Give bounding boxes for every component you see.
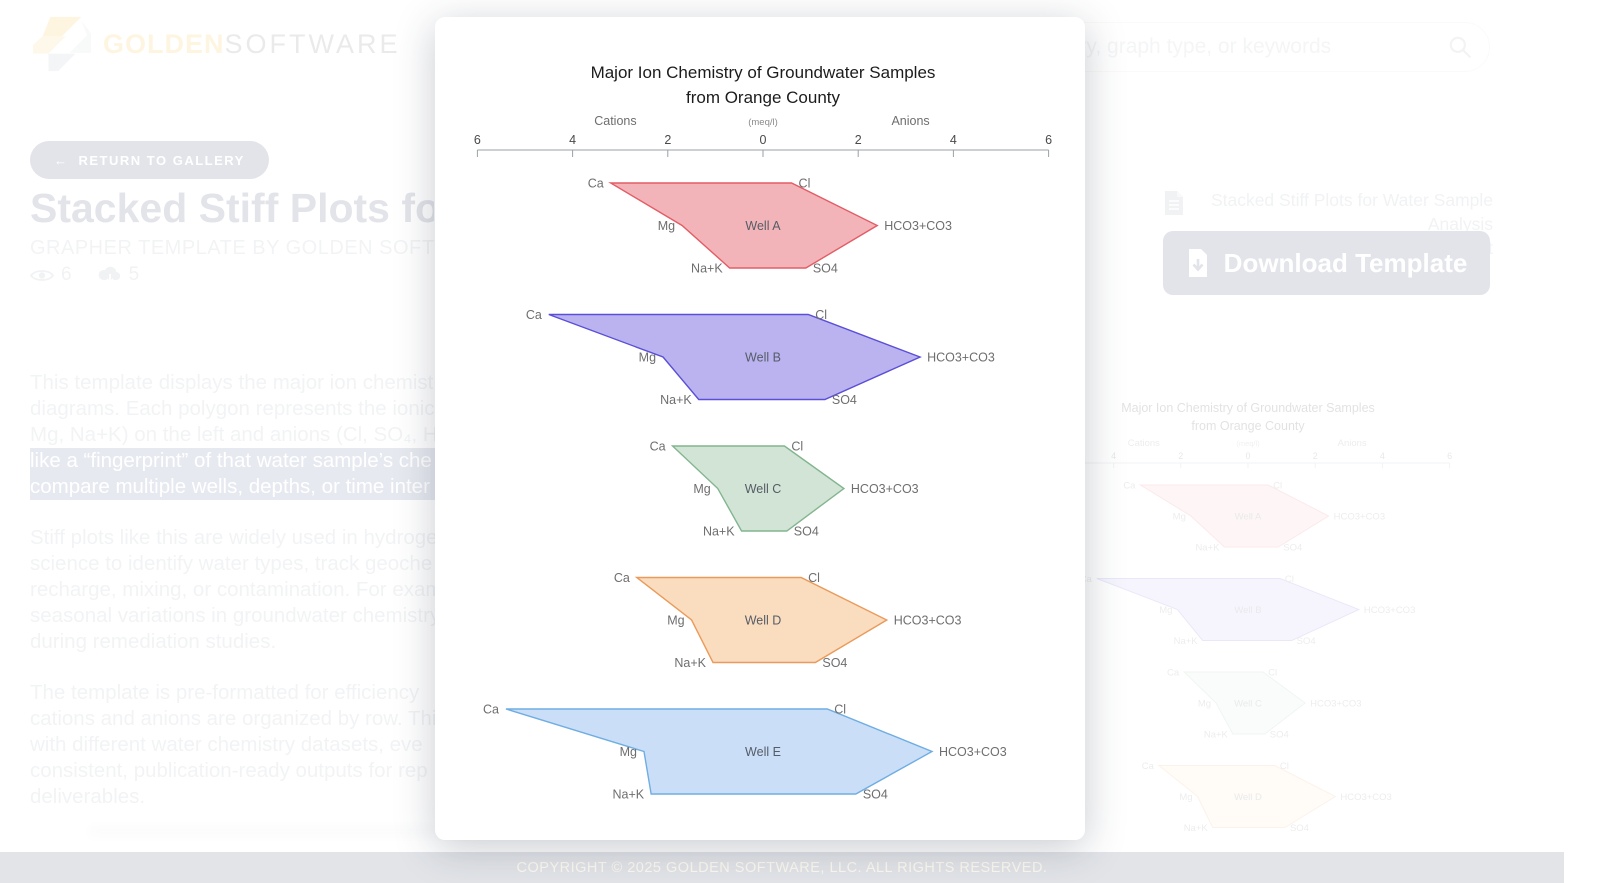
meq-unit-label: (meq/l) <box>748 117 778 128</box>
stiff-plot-chart: Major Ion Chemistry of Groundwater Sampl… <box>474 63 1052 801</box>
axis-tick-label: 2 <box>855 133 862 147</box>
ion-label-so4: SO4 <box>813 261 838 275</box>
cations-axis-label: Cations <box>594 114 636 128</box>
ion-label-nak: Na+K <box>613 787 645 801</box>
ion-label-ca: Ca <box>526 308 542 322</box>
well-name-label: Well A <box>745 219 781 233</box>
well-polygon <box>670 445 846 532</box>
ion-label-nak: Na+K <box>691 261 723 275</box>
ion-label-so4: SO4 <box>794 524 819 538</box>
chart-preview-modal: Major Ion Chemistry of Groundwater Sampl… <box>435 17 1085 840</box>
chart-subtitle: from Orange County <box>686 88 841 107</box>
axis-tick-label: 6 <box>1045 133 1052 147</box>
ion-label-cl: Cl <box>834 702 846 716</box>
ion-label-ca: Ca <box>588 176 604 190</box>
ion-label-mg: Mg <box>639 350 656 364</box>
ion-label-so4: SO4 <box>832 393 857 407</box>
ion-label-so4: SO4 <box>822 656 847 670</box>
axis-tick-label: 6 <box>474 133 481 147</box>
well-polygon <box>548 313 922 401</box>
axis-tick-label: 2 <box>664 133 671 147</box>
well-polygon <box>608 182 879 269</box>
ion-label-nak: Na+K <box>660 393 692 407</box>
ion-label-hco3: HCO3+CO3 <box>894 613 962 627</box>
ion-label-mg: Mg <box>693 482 710 496</box>
ion-label-mg: Mg <box>667 613 684 627</box>
axis-tick-label: 0 <box>760 133 767 147</box>
axis-tick-label: 4 <box>569 133 576 147</box>
ion-label-mg: Mg <box>620 745 637 759</box>
ion-label-hco3: HCO3+CO3 <box>939 745 1007 759</box>
well-name-label: Well E <box>745 745 781 759</box>
ion-label-cl: Cl <box>791 439 803 453</box>
ion-label-nak: Na+K <box>674 656 706 670</box>
ion-label-hco3: HCO3+CO3 <box>927 350 995 364</box>
ion-label-cl: Cl <box>808 571 820 585</box>
well-name-label: Well D <box>745 613 782 627</box>
ion-label-nak: Na+K <box>703 524 735 538</box>
well-polygon <box>634 576 889 664</box>
anions-axis-label: Anions <box>891 114 929 128</box>
ion-label-ca: Ca <box>614 571 630 585</box>
well-polygon <box>505 708 934 795</box>
ion-label-cl: Cl <box>799 176 811 190</box>
chart-title: Major Ion Chemistry of Groundwater Sampl… <box>591 63 936 82</box>
axis-tick-label: 4 <box>950 133 957 147</box>
well-name-label: Well B <box>745 350 781 364</box>
ion-label-ca: Ca <box>650 439 666 453</box>
ion-label-cl: Cl <box>815 308 827 322</box>
ion-label-so4: SO4 <box>863 787 888 801</box>
ion-label-hco3: HCO3+CO3 <box>884 219 952 233</box>
well-name-label: Well C <box>745 482 782 496</box>
ion-label-mg: Mg <box>658 219 675 233</box>
ion-label-hco3: HCO3+CO3 <box>851 482 919 496</box>
ion-label-ca: Ca <box>483 702 499 716</box>
